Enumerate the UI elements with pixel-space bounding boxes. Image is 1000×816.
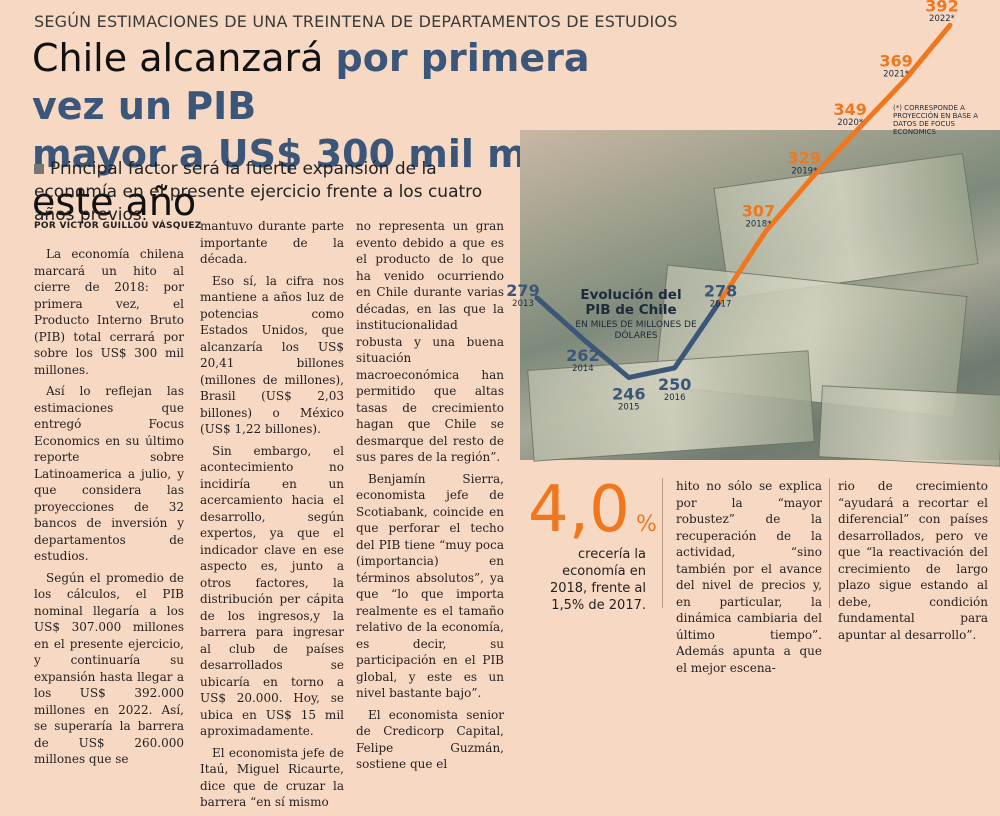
data-label: 329 xyxy=(788,148,821,167)
paragraph: El economista senior de Credicorp Capita… xyxy=(356,707,504,772)
data-label: 250 xyxy=(658,375,691,394)
x-tick-label: 2020* xyxy=(837,118,863,128)
banknotes-photo xyxy=(520,130,1000,467)
paragraph: no representa un gran evento debido a qu… xyxy=(356,219,504,464)
lead-text: Principal factor será la fuerte expansió… xyxy=(34,159,483,225)
growth-percent-sign: % xyxy=(636,512,657,537)
data-label: 349 xyxy=(834,100,867,119)
paragraph: mantuvo durante parte importante de la d… xyxy=(200,219,344,266)
data-label: 262 xyxy=(566,346,599,365)
x-tick-label: 2015 xyxy=(618,403,640,413)
column-divider xyxy=(662,478,663,608)
data-label: 246 xyxy=(612,385,645,404)
paragraph: Eso sí, la cifra nos mantiene a años luz… xyxy=(200,273,344,437)
series-line-historico xyxy=(534,295,724,381)
x-tick-label: 2021* xyxy=(883,70,909,80)
growth-figure: 4,0 xyxy=(528,473,630,547)
bullet-square-icon xyxy=(34,164,44,174)
data-label: 278 xyxy=(704,281,737,300)
headline-part-4: este año xyxy=(32,180,197,224)
byline: POR VÍCTOR GUILLOU VÁSQUEZ xyxy=(34,221,202,231)
x-tick-label: 2022* xyxy=(929,14,955,24)
chart-subtitle: EN MILES DE MILLONES DE DÓLARES xyxy=(575,320,697,341)
x-tick-label: 2017 xyxy=(710,299,732,309)
x-tick-label: 2013 xyxy=(512,299,534,309)
paragraph: Así lo reflejan las estimaciones que ent… xyxy=(34,384,184,563)
series-line-proyeccion xyxy=(718,22,953,303)
kicker: SEGÚN ESTIMACIONES DE UNA TREINTENA DE D… xyxy=(34,12,678,31)
paragraph: La economía chilena marcará un hito al c… xyxy=(34,247,184,377)
column-divider xyxy=(829,478,830,608)
x-tick-label: 2016 xyxy=(664,393,686,403)
growth-caption: crecería la economía en 2018, frente al … xyxy=(549,547,646,613)
data-label: 307 xyxy=(742,201,775,220)
x-tick-label: 2014 xyxy=(572,364,594,374)
headline-part-1: Chile alcanzará xyxy=(32,36,336,80)
x-tick-label: 2018* xyxy=(745,219,771,229)
chart-title: Evolución del PIB de Chile xyxy=(580,287,682,318)
data-label: 369 xyxy=(879,52,912,71)
paragraph: El economista jefe de Itaú, Miguel Ricau… xyxy=(200,745,344,810)
gdp-line-chart: 2792013262201424620152502016278201730720… xyxy=(506,0,958,413)
x-tick-label: 2019* xyxy=(791,166,817,176)
data-label: 392 xyxy=(925,0,958,15)
headline-highlight-1: por primera vez un PIB xyxy=(32,36,590,128)
data-label: 279 xyxy=(506,281,539,300)
chart-footnote: (*) CORRESPONDE A PROYECCIÓN EN BASE A D… xyxy=(893,104,979,136)
lead-paragraph: Principal factor será la fuerte expansió… xyxy=(34,158,514,227)
